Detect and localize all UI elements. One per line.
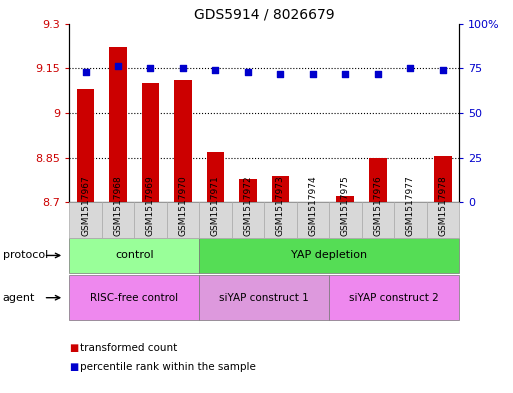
Text: GSM1517971: GSM1517971	[211, 175, 220, 236]
Text: GSM1517976: GSM1517976	[373, 175, 382, 236]
Point	[341, 70, 349, 77]
Point	[439, 67, 447, 73]
Point	[406, 65, 415, 72]
Point	[277, 70, 285, 77]
Title: GDS5914 / 8026679: GDS5914 / 8026679	[194, 7, 334, 21]
Text: control: control	[115, 250, 153, 261]
Text: GSM1517969: GSM1517969	[146, 175, 155, 236]
Text: siYAP construct 2: siYAP construct 2	[349, 293, 439, 303]
Text: agent: agent	[3, 293, 35, 303]
Point	[82, 69, 90, 75]
Text: GSM1517970: GSM1517970	[179, 175, 187, 236]
Point	[374, 70, 382, 77]
Bar	[174, 80, 192, 202]
Text: GSM1517974: GSM1517974	[308, 175, 318, 236]
Point	[211, 67, 220, 73]
Bar	[142, 83, 160, 202]
Bar	[337, 196, 354, 202]
Text: GSM1517977: GSM1517977	[406, 175, 415, 236]
Text: GSM1517973: GSM1517973	[276, 175, 285, 236]
Text: GSM1517978: GSM1517978	[439, 175, 447, 236]
Bar	[207, 152, 224, 202]
Bar	[369, 158, 387, 202]
Text: GSM1517968: GSM1517968	[113, 175, 123, 236]
Text: ■: ■	[69, 362, 78, 373]
Point	[146, 65, 154, 72]
Text: YAP depletion: YAP depletion	[291, 250, 367, 261]
Text: GSM1517967: GSM1517967	[81, 175, 90, 236]
Point	[244, 69, 252, 75]
Bar	[109, 48, 127, 202]
Text: GSM1517972: GSM1517972	[244, 175, 252, 236]
Text: transformed count: transformed count	[80, 343, 177, 353]
Bar	[76, 89, 94, 202]
Text: ■: ■	[69, 343, 78, 353]
Point	[179, 65, 187, 72]
Bar	[434, 156, 452, 202]
Text: protocol: protocol	[3, 250, 48, 261]
Text: siYAP construct 1: siYAP construct 1	[220, 293, 309, 303]
Bar	[271, 176, 289, 202]
Point	[309, 70, 317, 77]
Point	[114, 63, 122, 70]
Text: percentile rank within the sample: percentile rank within the sample	[80, 362, 255, 373]
Text: RISC-free control: RISC-free control	[90, 293, 179, 303]
Text: GSM1517975: GSM1517975	[341, 175, 350, 236]
Bar	[239, 178, 257, 202]
